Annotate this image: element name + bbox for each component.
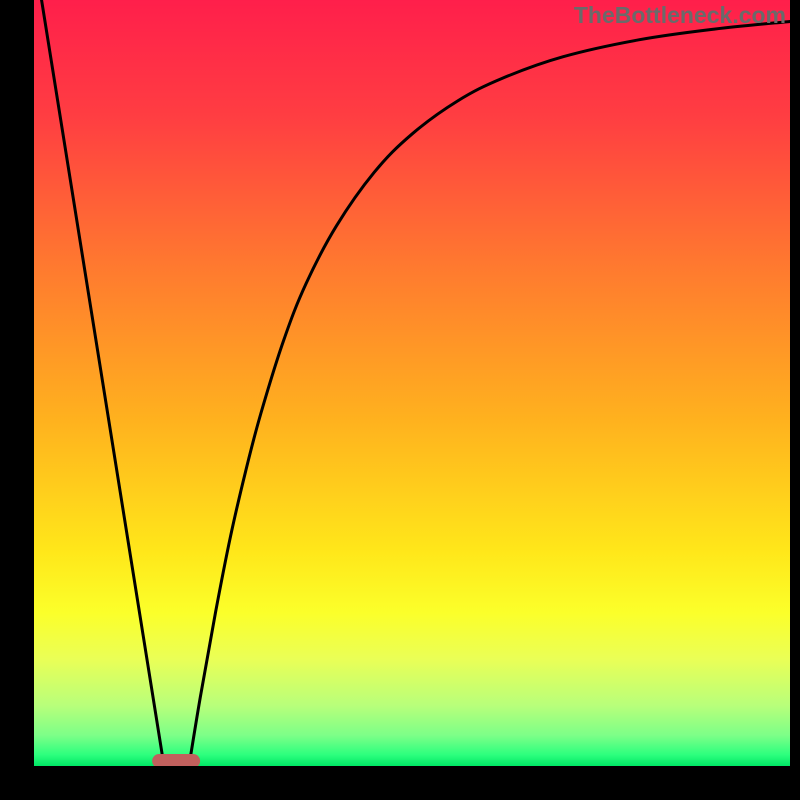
curves-layer [0, 0, 800, 800]
frame-bottom [0, 766, 800, 800]
frame-right [790, 0, 800, 800]
watermark-text: TheBottleneck.com [574, 2, 786, 29]
curve-ascending [189, 21, 790, 766]
chart-container: TheBottleneck.com [0, 0, 800, 800]
frame-left [0, 0, 34, 800]
curve-descending [42, 0, 164, 766]
